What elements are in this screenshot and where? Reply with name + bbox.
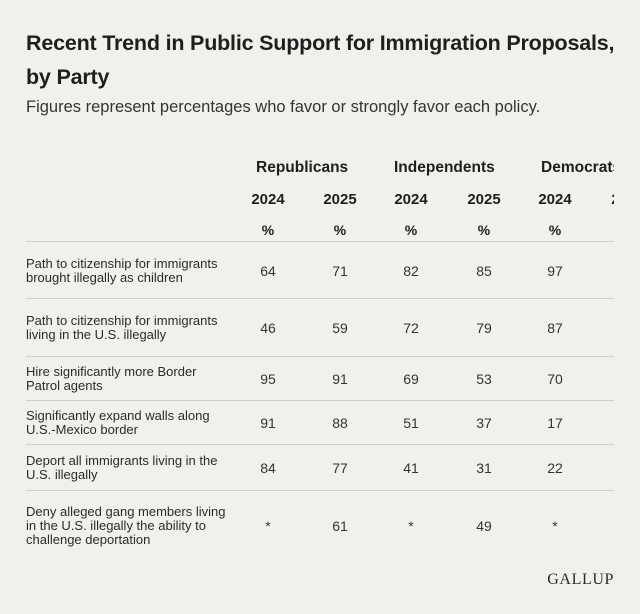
gallup-logo: GALLUP bbox=[547, 571, 614, 588]
year-header: 2025 bbox=[467, 191, 501, 208]
chart-title: Recent Trend in Public Support for Immig… bbox=[26, 31, 615, 89]
unit-header: % bbox=[548, 222, 562, 238]
table-cell: 46 bbox=[260, 320, 276, 336]
table-cell: 49 bbox=[476, 518, 492, 534]
table-cell: 97 bbox=[547, 262, 563, 279]
table-cell: 71 bbox=[332, 262, 348, 279]
table-cell: 87 bbox=[547, 320, 563, 336]
table-cell: 91 bbox=[260, 415, 276, 431]
table-cell: * bbox=[408, 518, 414, 534]
group-header-republicans: Republicans bbox=[256, 159, 349, 176]
table-cell: 85 bbox=[476, 262, 492, 279]
group-header-democrats: Democrats bbox=[541, 159, 614, 176]
table-cell: 91 bbox=[332, 371, 348, 387]
row-label: Deport all immigrants living in the U.S.… bbox=[26, 453, 218, 482]
row-label: Deny alleged gang members living in the … bbox=[26, 504, 226, 547]
table-cell: 59 bbox=[332, 320, 348, 336]
unit-header: % bbox=[333, 222, 347, 238]
row-label: Path to citizenship for immigrants livin… bbox=[26, 313, 218, 342]
table-row: Significantly expand walls along U.S.-Me… bbox=[26, 400, 614, 445]
table-cell: 31 bbox=[476, 460, 492, 476]
table-cell: 88 bbox=[332, 415, 348, 431]
table-cell: * bbox=[265, 518, 271, 534]
table-cell: 84 bbox=[260, 460, 276, 476]
row-label: Significantly expand walls along U.S.-Me… bbox=[26, 408, 210, 437]
table-row: Path to citizenship for immigrants broug… bbox=[26, 241, 614, 299]
table-cell: 95 bbox=[260, 371, 276, 387]
table-row: Hire significantly more Border Patrol ag… bbox=[26, 356, 614, 401]
table-row: Deport all immigrants living in the U.S.… bbox=[26, 444, 614, 491]
year-header: 2025 bbox=[611, 191, 614, 208]
table-cell: 69 bbox=[403, 371, 419, 387]
table-cell: 61 bbox=[332, 518, 348, 534]
table-cell: 22 bbox=[547, 460, 563, 476]
year-header: 2024 bbox=[394, 191, 428, 208]
table-cell: 41 bbox=[403, 460, 419, 476]
year-header: 2024 bbox=[251, 191, 285, 208]
table-cell: 51 bbox=[403, 415, 419, 431]
row-label: Path to citizenship for immigrants broug… bbox=[26, 255, 218, 285]
chart-subtitle: Figures represent percentages who favor … bbox=[26, 98, 541, 116]
table-cell: 53 bbox=[476, 371, 492, 387]
table-cell: 82 bbox=[403, 262, 419, 279]
year-header: 2025 bbox=[323, 191, 357, 208]
data-table: Republicans Independents Democrats 2024% 202… bbox=[0, 150, 614, 560]
year-header: 2024 bbox=[538, 191, 572, 208]
unit-header: % bbox=[261, 222, 275, 238]
table-cell: 77 bbox=[332, 460, 348, 476]
table-row: Path to citizenship for immigrants livin… bbox=[26, 298, 614, 357]
table-row: Deny alleged gang members living in the … bbox=[26, 490, 614, 560]
table-cell: 17 bbox=[547, 415, 563, 431]
unit-header: % bbox=[477, 222, 491, 238]
table-cell: 79 bbox=[476, 320, 492, 336]
table-cell: 70 bbox=[547, 371, 563, 387]
table-cell: * bbox=[552, 518, 558, 534]
unit-header: % bbox=[404, 222, 418, 238]
table-cell: 37 bbox=[476, 415, 492, 431]
row-label: Hire significantly more Border Patrol ag… bbox=[26, 364, 197, 393]
table-cell: 64 bbox=[260, 262, 276, 279]
group-header-independents: Independents bbox=[394, 159, 495, 176]
table-cell: 72 bbox=[403, 320, 419, 336]
